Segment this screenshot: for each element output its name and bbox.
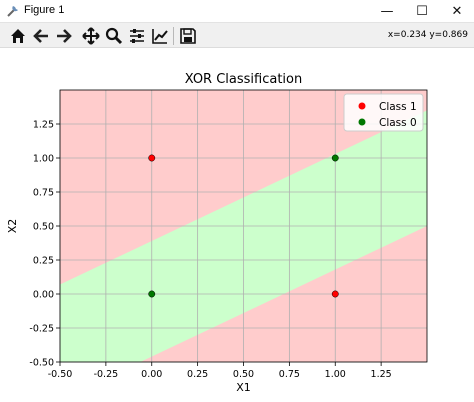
legend-marker [358, 102, 366, 110]
configure-subplots-icon[interactable] [127, 26, 147, 46]
y-tick-label: -0.25 [29, 324, 54, 335]
y-tick-label: -0.50 [29, 358, 54, 369]
app-icon [7, 6, 18, 17]
y-tick-label: 0.50 [33, 222, 54, 233]
x-axis-label: X1 [236, 381, 251, 394]
maximize-button[interactable]: ☐ [416, 3, 428, 19]
class1-point [148, 154, 156, 162]
toolbar-separator [173, 27, 174, 45]
x-tick-label: 0.00 [141, 369, 162, 380]
x-tick-label: 0.50 [233, 369, 254, 380]
class1-point [331, 290, 339, 298]
y-tick-label: 0.00 [33, 290, 54, 301]
x-tick-label: 1.00 [325, 369, 346, 380]
y-axis-ticks: -0.50 -0.25 0.00 0.25 0.50 0.75 1.00 1.25 [29, 120, 60, 369]
save-icon[interactable] [178, 26, 198, 46]
legend-marker [358, 118, 366, 126]
pan-icon[interactable] [81, 26, 101, 46]
close-button[interactable]: ✕ [451, 3, 463, 19]
plot-frame [59, 89, 428, 363]
forward-icon[interactable] [54, 26, 74, 46]
zoom-icon[interactable] [104, 26, 124, 46]
class0-point [148, 290, 156, 298]
chart-title: XOR Classification [185, 72, 303, 87]
legend: Class 1 Class 0 [343, 93, 424, 132]
y-tick-label: 1.00 [33, 154, 54, 165]
x-tick-label: 0.25 [187, 369, 208, 380]
data-points [148, 154, 339, 298]
x-tick-label: 1.25 [371, 369, 392, 380]
window-title: Figure 1 [24, 4, 65, 16]
figure-canvas[interactable]: XOR Classification -0.50 -0.25 0.00 0.25 0.5… [0, 48, 474, 402]
legend-label: Class 0 [379, 117, 417, 129]
chart-svg: XOR Classification -0.50 -0.25 0.00 0.25 0.5… [6, 72, 428, 394]
x-axis-ticks: -0.50 -0.25 0.00 0.25 0.50 0.75 1.00 1.25 [48, 362, 392, 380]
legend-label: Class 1 [379, 101, 417, 113]
y-tick-label: 1.25 [33, 120, 54, 131]
navigation-toolbar: x=0.234 y=0.869 [0, 22, 474, 48]
edit-axis-icon[interactable] [150, 26, 170, 46]
home-icon[interactable] [8, 26, 28, 46]
y-tick-label: 0.75 [33, 188, 54, 199]
x-tick-label: 0.75 [279, 369, 300, 380]
cursor-coordinates: x=0.234 y=0.869 [387, 30, 468, 40]
window-titlebar: Figure 1 — ☐ ✕ [0, 0, 474, 22]
minimize-button[interactable]: — [380, 3, 394, 19]
x-tick-label: -0.50 [48, 369, 73, 380]
y-axis-label: X2 [6, 219, 19, 234]
back-icon[interactable] [31, 26, 51, 46]
class0-point [331, 154, 339, 162]
y-tick-label: 0.25 [33, 256, 54, 267]
x-tick-label: -0.25 [94, 369, 119, 380]
